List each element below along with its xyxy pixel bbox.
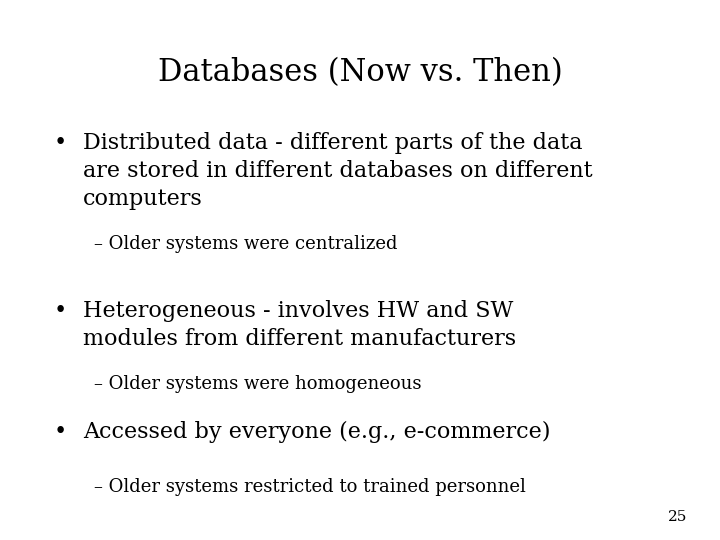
Text: – Older systems restricted to trained personnel: – Older systems restricted to trained pe… — [94, 478, 526, 496]
Text: – Older systems were centralized: – Older systems were centralized — [94, 235, 397, 253]
Text: 25: 25 — [668, 510, 688, 524]
Text: Databases (Now vs. Then): Databases (Now vs. Then) — [158, 57, 562, 87]
Text: •: • — [54, 421, 67, 443]
Text: Accessed by everyone (e.g., e-commerce): Accessed by everyone (e.g., e-commerce) — [83, 421, 550, 443]
Text: •: • — [54, 132, 67, 154]
Text: – Older systems were homogeneous: – Older systems were homogeneous — [94, 375, 421, 393]
Text: Distributed data - different parts of the data
are stored in different databases: Distributed data - different parts of th… — [83, 132, 593, 210]
Text: •: • — [54, 300, 67, 322]
Text: Heterogeneous - involves HW and SW
modules from different manufacturers: Heterogeneous - involves HW and SW modul… — [83, 300, 516, 350]
